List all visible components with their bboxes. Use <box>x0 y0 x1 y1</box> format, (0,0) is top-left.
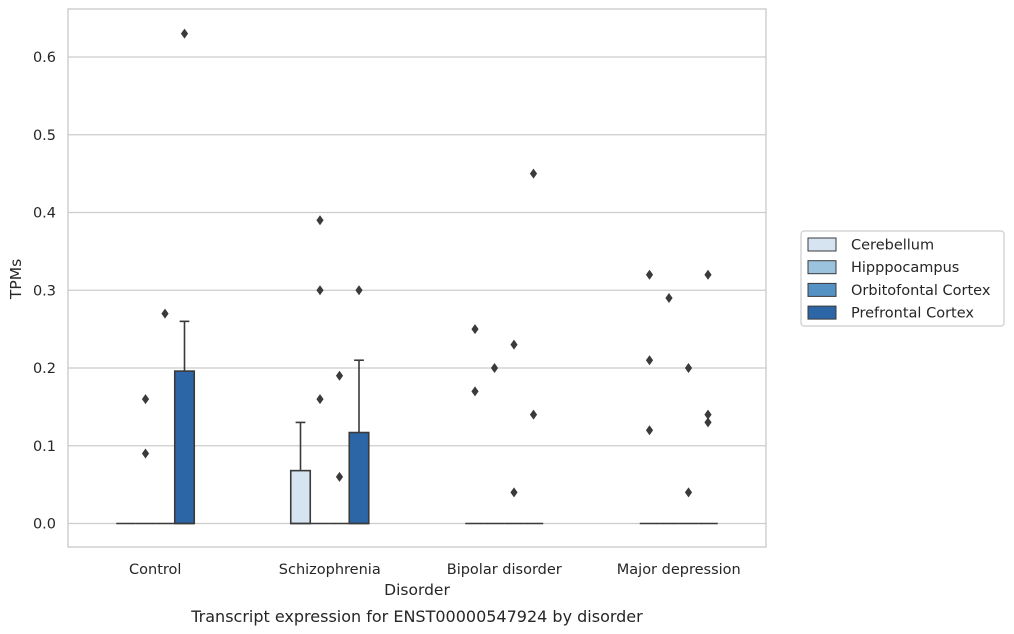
outlier-point <box>490 363 499 373</box>
box-group <box>329 370 350 525</box>
y-axis-title: TPMs <box>7 259 25 300</box>
box-rect <box>289 469 312 525</box>
box-group <box>155 308 175 525</box>
outlier-point <box>704 409 712 420</box>
outlier-point <box>335 370 344 381</box>
x-tick-label: Control <box>129 562 181 578</box>
chart-caption: Transcript expression for ENST0000054792… <box>190 607 643 626</box>
outlier-point <box>704 417 712 428</box>
box-rect <box>348 431 370 525</box>
outlier-point <box>684 363 693 373</box>
box-group <box>523 168 544 525</box>
outlier-point <box>141 394 150 405</box>
outlier-point <box>316 215 324 226</box>
x-tick-label: Major depression <box>617 562 741 578</box>
legend-label: Orbitofontal Cortex <box>851 283 991 299</box>
box-group <box>289 421 312 525</box>
box-group <box>484 363 505 525</box>
outlier-point <box>510 339 518 350</box>
outlier-point <box>645 355 654 366</box>
y-tick-label: 0.3 <box>33 283 56 299</box>
legend-swatch <box>807 237 837 252</box>
box-rect <box>173 370 196 525</box>
x-tick-labels: Control Schizophrenia Bipolar disorder Majo… <box>129 562 741 578</box>
outlier-point <box>510 487 518 498</box>
y-tick-label: 0.6 <box>33 50 56 66</box>
outlier-point <box>471 386 479 397</box>
legend-frame <box>800 230 1005 327</box>
box-group <box>639 269 660 525</box>
outlier-point <box>316 285 324 296</box>
legend-swatch <box>807 305 837 320</box>
legend-label: Cerebellum <box>851 238 934 254</box>
legend-label: Prefrontal Cortex <box>851 306 974 322</box>
legend-swatch <box>807 260 837 275</box>
box-group <box>504 339 524 525</box>
outlier-point <box>665 293 673 304</box>
y-tick-label: 0.4 <box>33 206 56 222</box>
legend-swatch <box>807 282 837 297</box>
outlier-point <box>316 394 324 405</box>
y-tick-label: 0.5 <box>33 128 56 144</box>
y-tick-labels: 0.0 0.1 0.2 0.3 0.4 0.5 0.6 <box>33 50 56 533</box>
box-group <box>310 215 330 525</box>
y-tick-label: 0.1 <box>33 439 56 455</box>
outlier-point <box>141 448 150 459</box>
x-tick-label: Bipolar disorder <box>447 562 562 578</box>
outlier-point <box>704 269 712 280</box>
box-group <box>659 293 679 525</box>
outlier-point <box>529 409 538 420</box>
y-tick-label: 0.0 <box>33 517 56 533</box>
outlier-point <box>161 308 169 319</box>
box-group <box>135 394 156 525</box>
x-tick-label: Schizophrenia <box>279 562 381 578</box>
box-group <box>465 324 485 525</box>
legend-label: Hipppocampus <box>851 260 959 276</box>
legend: Cerebellum Hipppocampus Orbitofontal Corte… <box>800 230 1005 327</box>
outlier-point <box>180 28 189 39</box>
outlier-point <box>645 425 654 436</box>
outlier-point <box>529 168 538 179</box>
box-marks <box>116 28 718 525</box>
box-group <box>348 285 370 525</box>
outlier-point <box>355 285 363 296</box>
box-group <box>173 28 196 525</box>
box-group <box>698 269 718 525</box>
box-group <box>678 363 699 525</box>
outlier-point <box>335 471 344 482</box>
x-axis-title: Disorder <box>384 581 450 599</box>
plot-frame <box>67 8 767 548</box>
y-tick-label: 0.2 <box>33 361 56 377</box>
outlier-point <box>645 269 654 280</box>
outlier-point <box>471 324 479 335</box>
outlier-point <box>684 487 693 498</box>
